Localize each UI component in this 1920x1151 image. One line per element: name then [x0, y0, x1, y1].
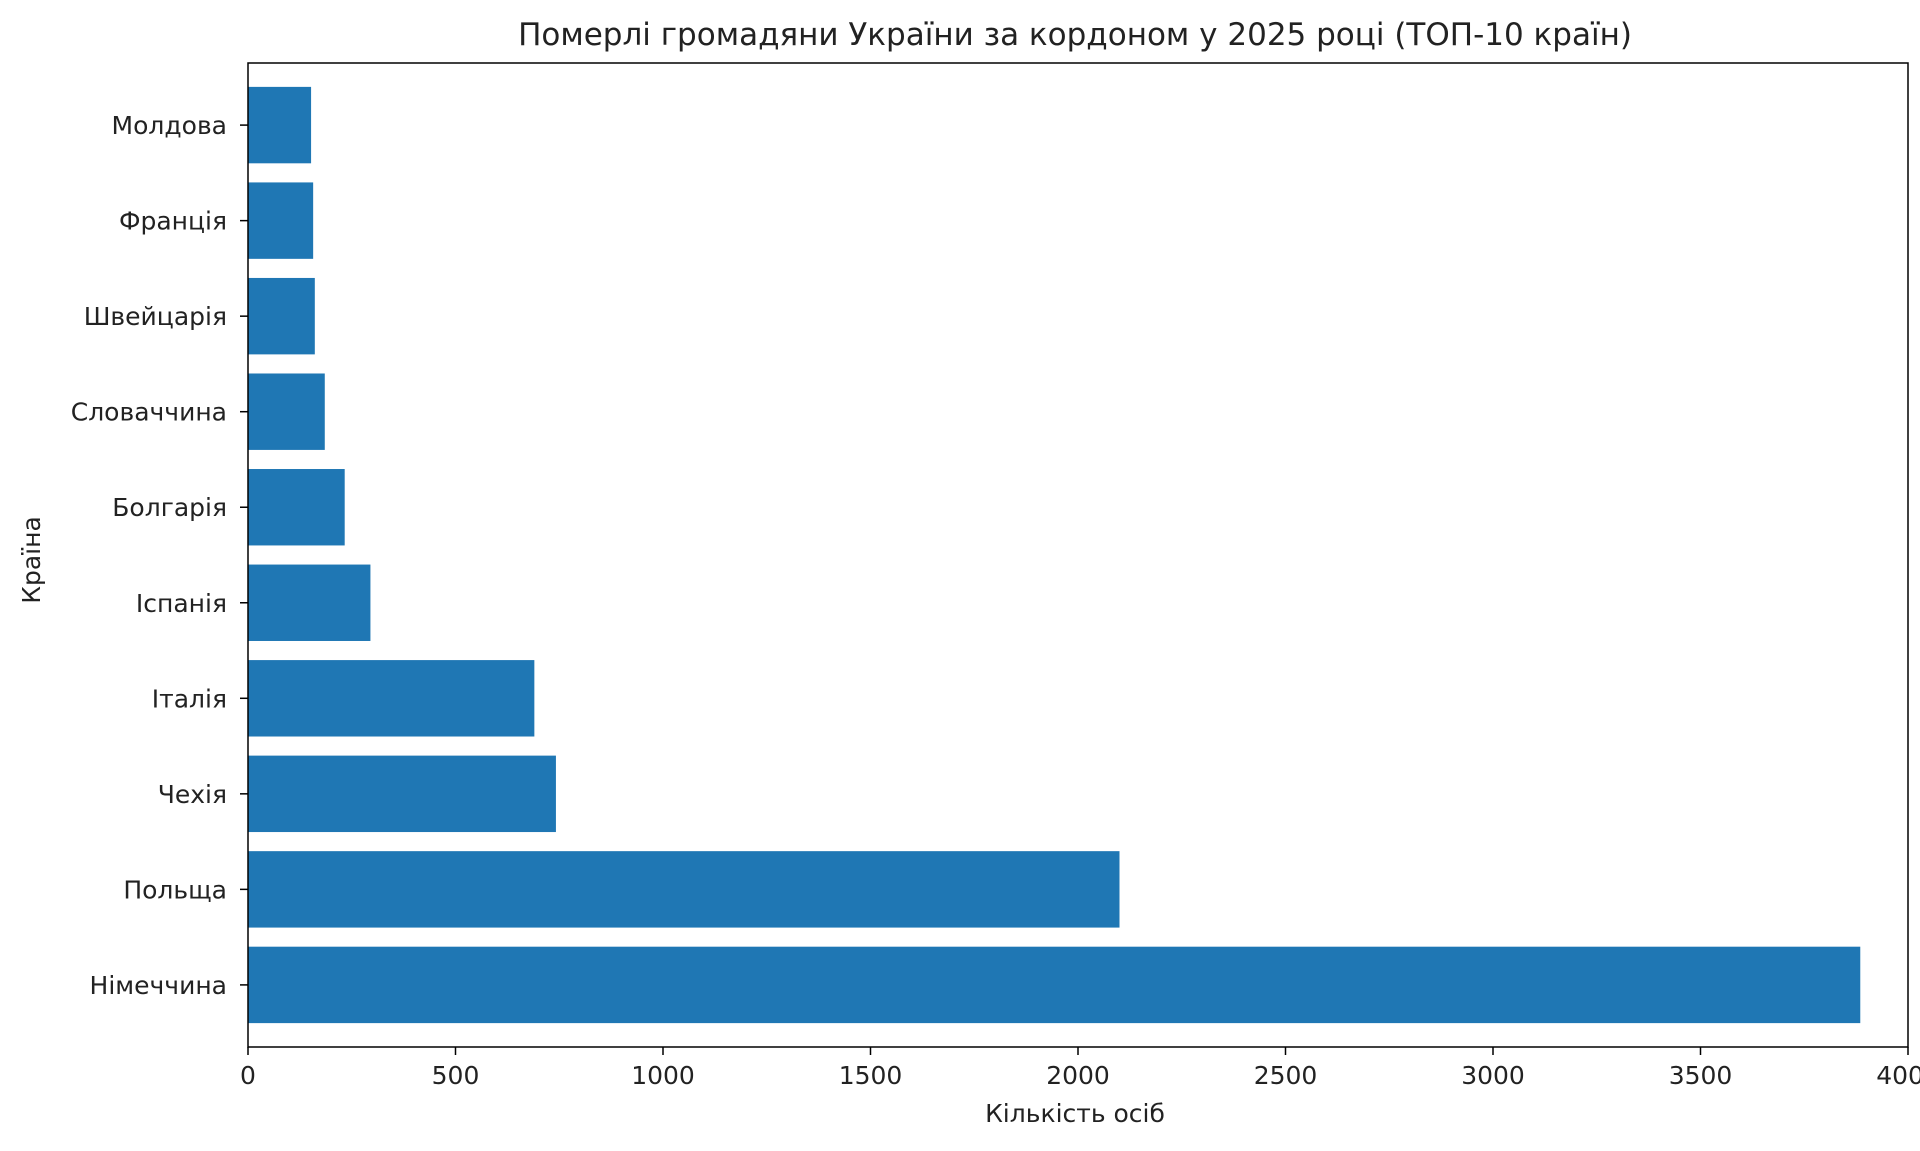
- bar: [248, 851, 1120, 928]
- x-tick-label: 0: [240, 1061, 256, 1090]
- x-tick-label: 4000: [1876, 1061, 1920, 1090]
- x-tick-label: 2500: [1254, 1061, 1318, 1090]
- y-tick-label: Іспанія: [136, 589, 227, 618]
- y-tick-label: Франція: [119, 207, 227, 236]
- bar: [248, 86, 312, 164]
- x-axis-label: Кількість осіб: [985, 1099, 1165, 1128]
- bar: [248, 755, 556, 833]
- x-tick-label: 1500: [839, 1061, 903, 1090]
- y-tick-label: Молдова: [112, 111, 227, 140]
- x-tick-label: 3000: [1461, 1061, 1525, 1090]
- y-tick-label: Словаччина: [71, 398, 227, 427]
- bars-group: [248, 86, 1861, 1024]
- y-tick-label: Італія: [152, 684, 227, 713]
- x-axis-ticks: 0 500 1000 1500 2000 2500 3000 3500 4000: [240, 1047, 1920, 1090]
- y-tick-label: Німеччина: [90, 971, 227, 1000]
- x-tick-label: 1000: [631, 1061, 695, 1090]
- chart-title: Померлі громадяни України за кордоном у …: [518, 17, 1632, 53]
- bar: [248, 660, 535, 737]
- x-tick-label: 2000: [1046, 1061, 1110, 1090]
- y-tick-label: Швейцарія: [84, 302, 227, 331]
- bar: [248, 277, 315, 355]
- y-tick-label: Чехія: [158, 780, 227, 809]
- x-tick-label: 3500: [1669, 1061, 1733, 1090]
- y-axis-label: Країна: [17, 516, 46, 604]
- bar: [248, 946, 1861, 1024]
- bar: [248, 469, 345, 546]
- plot-frame: [247, 62, 1909, 1048]
- y-axis-ticks: Німеччина Польща Чехія Італія Іспанія Болгарі…: [71, 111, 248, 1000]
- bar: [248, 182, 314, 259]
- x-tick-label: 500: [432, 1061, 480, 1090]
- bar: [248, 373, 325, 450]
- y-tick-label: Польща: [123, 875, 227, 904]
- y-tick-label: Болгарія: [112, 493, 227, 522]
- bar: [248, 564, 371, 641]
